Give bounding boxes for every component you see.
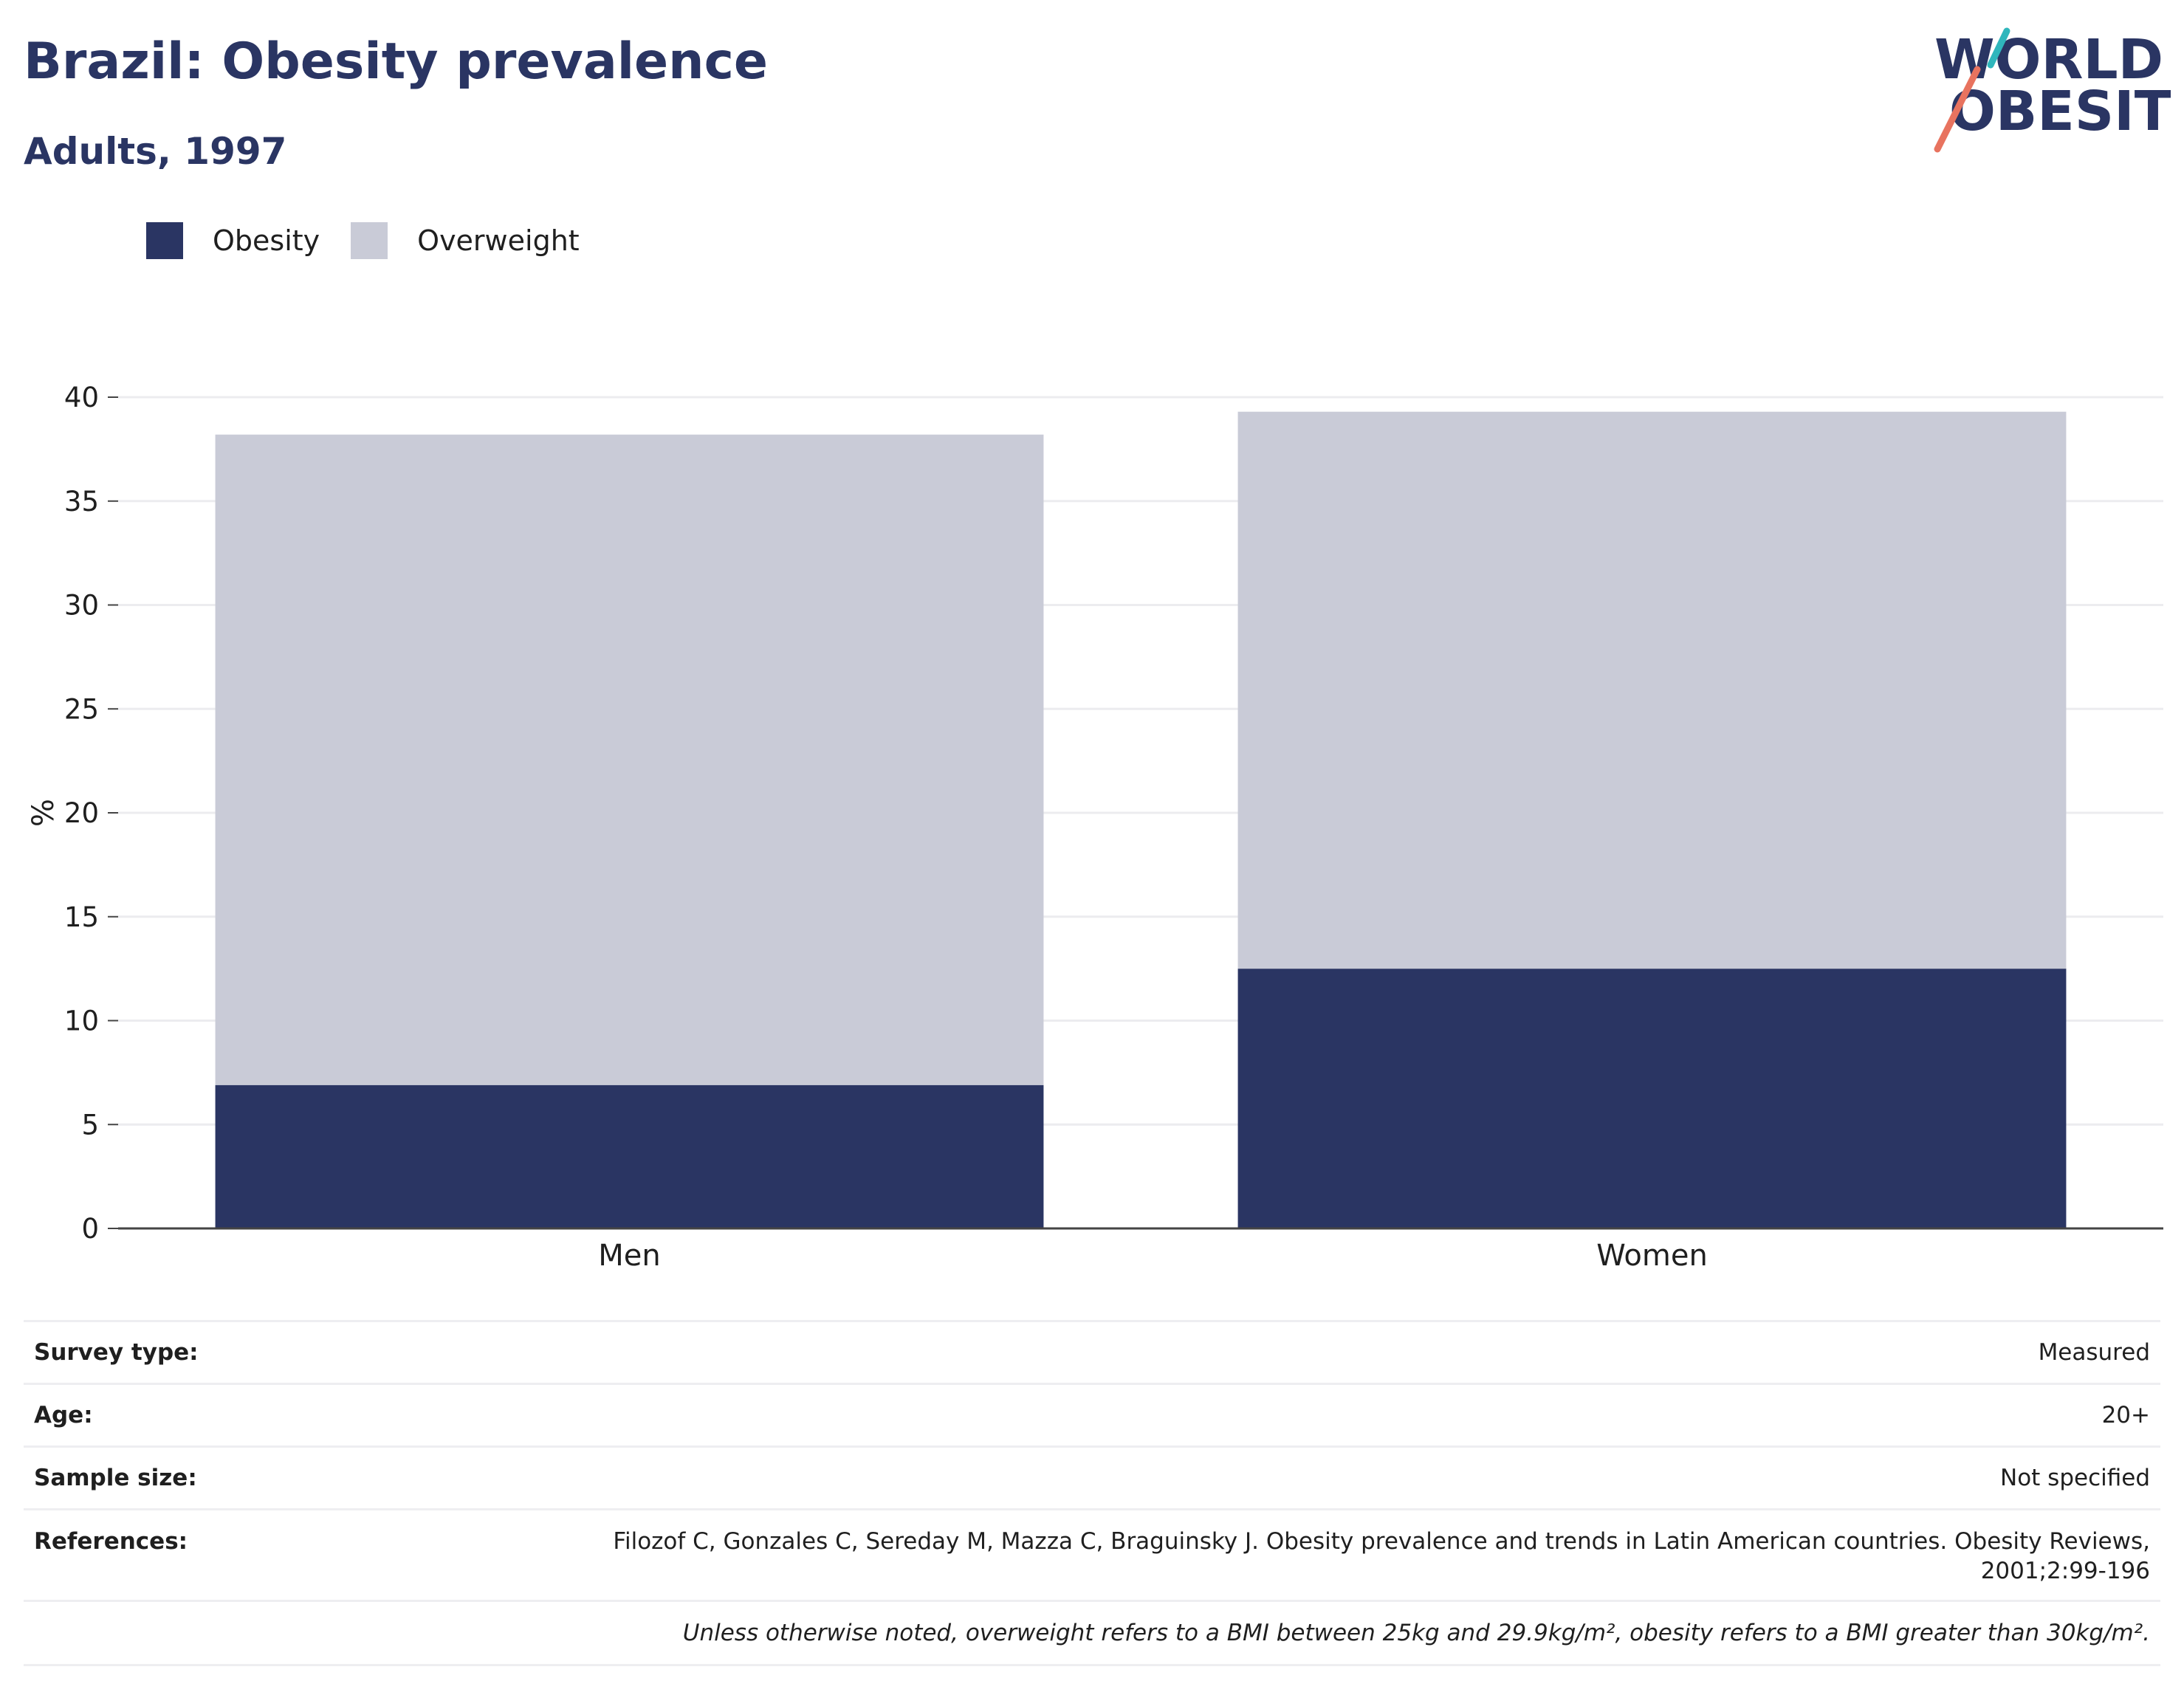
legend-label-obesity: Obesity [213,224,320,257]
sample-size-label: Sample size: [24,1445,329,1510]
info-row-survey-type: Survey type: Measured [24,1320,2160,1384]
logo-slash-coral [1934,66,1981,153]
y-tick-label-20: 20 [64,797,99,829]
x-tick-label-men: Men [598,1239,660,1273]
bmi-footnote: Unless otherwise noted, overweight refer… [24,1600,2160,1666]
legend-item-obesity[interactable]: Obesity [146,222,320,259]
x-tick-label-women: Women [1596,1239,1708,1273]
survey-type-value: Measured [329,1320,2160,1384]
y-tick-label-10: 10 [64,1005,99,1037]
logo-slash-teal [1987,27,2010,69]
references-line2: 2001;2:99-196 [1980,1558,2150,1584]
y-tick-label-15: 15 [64,901,99,933]
info-row-footnote: Unless otherwise noted, overweight refer… [24,1600,2160,1666]
bar-women-obesity [1237,969,2067,1228]
chart-subtitle: Adults, 1997 [24,130,287,173]
bar-men-obesity [215,1084,1044,1228]
legend-swatch-overweight [351,222,388,259]
age-label: Age: [24,1383,329,1447]
references-line1: Filozof C, Gonzales C, Sereday M, Mazza … [613,1528,2150,1555]
y-tick-label-30: 30 [64,590,99,622]
y-tick-label-40: 40 [64,382,99,413]
world-obesity-logo: WORLD OBESITY [1934,27,2171,153]
bar-chart: 0 5 10 15 20 25 30 35 40% Men Women [27,382,2163,1273]
chart-title: Brazil: Obesity prevalence [24,32,769,91]
age-value: 20+ [329,1383,2160,1447]
survey-info-table: Survey type: Measured Age: 20+ Sample si… [24,1320,2160,1666]
bar-men-overweight [215,434,1044,1085]
info-row-references: References: Filozof C, Gonzales C, Sered… [24,1508,2160,1601]
info-row-age: Age: 20+ [24,1383,2160,1447]
y-tick-label-25: 25 [64,693,99,725]
legend-swatch-obesity [146,222,183,259]
y-tick-label-35: 35 [64,486,99,518]
references-label: References: [24,1508,329,1601]
y-tick-label-5: 5 [81,1109,99,1141]
info-row-sample-size: Sample size: Not specified [24,1445,2160,1510]
logo-line2: OBESITY [1949,80,2171,143]
y-tick-label-0: 0 [81,1213,99,1245]
survey-type-label: Survey type: [24,1320,329,1384]
legend-item-overweight[interactable]: Overweight [351,222,580,259]
legend-label-overweight: Overweight [417,224,580,257]
y-axis-label: % [27,799,61,827]
sample-size-value: Not specified [329,1445,2160,1510]
legend: Obesity Overweight [146,219,611,263]
bar-women-overweight [1237,411,2067,969]
references-value: Filozof C, Gonzales C, Sereday M, Mazza … [329,1508,2160,1601]
